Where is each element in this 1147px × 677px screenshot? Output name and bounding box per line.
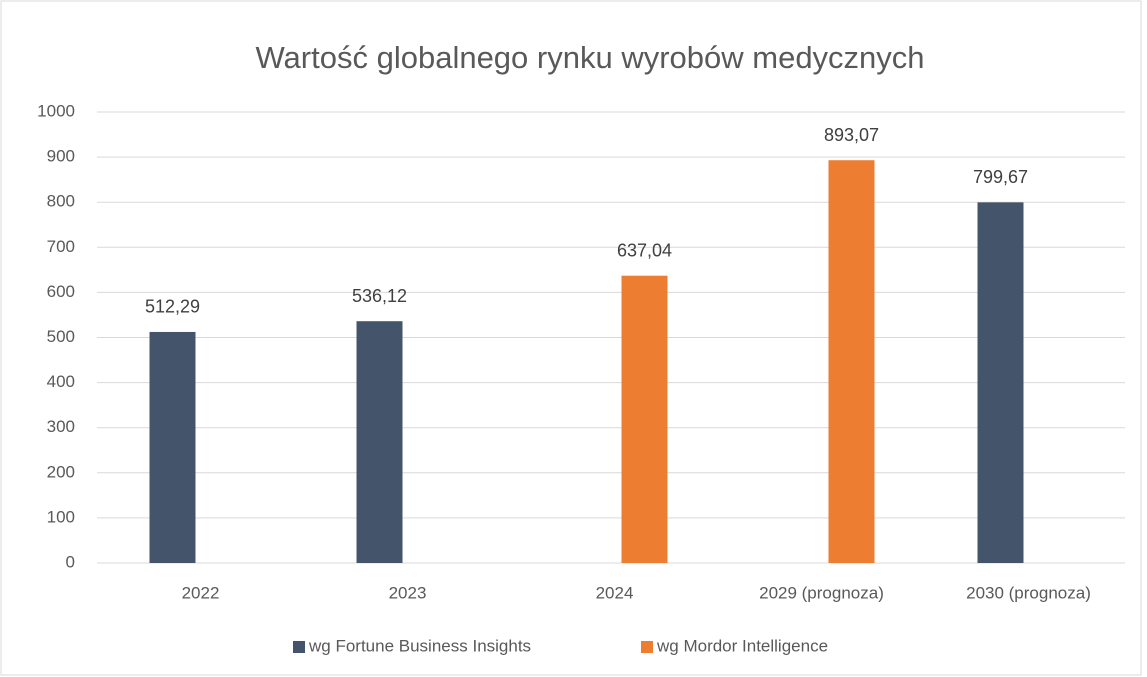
bar	[356, 321, 403, 563]
x-tick-label: 2022	[182, 583, 220, 602]
data-label: 893,07	[824, 125, 879, 145]
bar	[621, 275, 668, 563]
legend-label: wg Fortune Business Insights	[308, 636, 531, 655]
bar	[828, 160, 875, 563]
legend-swatch	[641, 641, 653, 653]
y-tick-label: 0	[66, 552, 75, 571]
data-label: 512,29	[145, 297, 200, 317]
bar	[977, 202, 1024, 564]
y-tick-label: 900	[47, 147, 75, 166]
y-tick-label: 800	[47, 192, 75, 211]
data-label: 637,04	[617, 240, 672, 260]
data-label: 536,12	[352, 286, 407, 306]
data-label: 799,67	[973, 167, 1028, 187]
chart-title: Wartość globalnego rynku wyrobów medyczn…	[255, 40, 924, 75]
y-tick-label: 1000	[37, 101, 75, 120]
bar	[149, 331, 196, 563]
x-tick-label: 2029 (prognoza)	[759, 583, 884, 602]
x-tick-label: 2030 (prognoza)	[966, 583, 1091, 602]
y-tick-label: 400	[47, 372, 75, 391]
legend-swatch	[293, 641, 305, 653]
y-tick-label: 100	[47, 507, 75, 526]
y-tick-label: 200	[47, 462, 75, 481]
y-tick-label: 300	[47, 417, 75, 436]
y-tick-label: 600	[47, 282, 75, 301]
legend-label: wg Mordor Intelligence	[656, 636, 828, 655]
y-tick-label: 700	[47, 237, 75, 256]
y-tick-label: 500	[47, 327, 75, 346]
x-tick-label: 2023	[389, 583, 427, 602]
x-tick-label: 2024	[596, 583, 634, 602]
